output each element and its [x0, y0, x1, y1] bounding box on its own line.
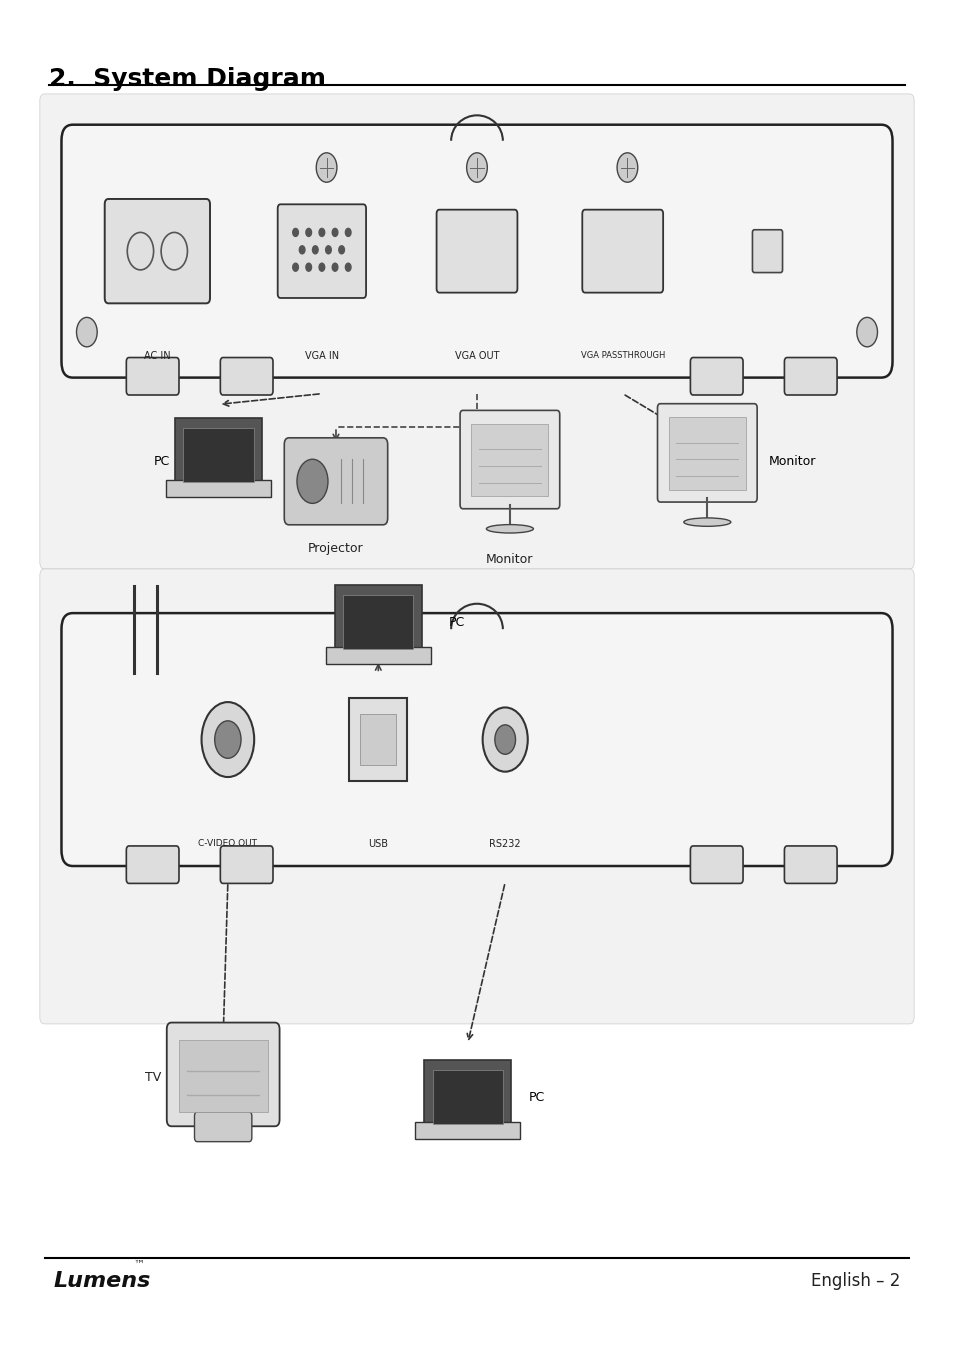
FancyBboxPatch shape: [783, 846, 836, 883]
FancyBboxPatch shape: [277, 204, 366, 297]
Text: TV: TV: [145, 1071, 161, 1084]
FancyBboxPatch shape: [459, 411, 559, 508]
FancyBboxPatch shape: [436, 210, 517, 292]
FancyBboxPatch shape: [690, 846, 742, 883]
FancyBboxPatch shape: [126, 357, 179, 395]
FancyBboxPatch shape: [183, 427, 253, 481]
Ellipse shape: [486, 525, 533, 533]
Text: AC IN: AC IN: [144, 350, 171, 361]
FancyBboxPatch shape: [783, 357, 836, 395]
Text: VGA IN: VGA IN: [305, 350, 338, 361]
Circle shape: [318, 228, 324, 237]
Text: Monitor: Monitor: [486, 553, 533, 566]
FancyBboxPatch shape: [360, 714, 395, 765]
FancyBboxPatch shape: [40, 569, 913, 1023]
FancyBboxPatch shape: [349, 698, 407, 781]
Circle shape: [332, 228, 337, 237]
FancyBboxPatch shape: [752, 230, 781, 273]
Text: PC: PC: [448, 617, 464, 629]
FancyBboxPatch shape: [432, 1069, 502, 1124]
Circle shape: [201, 702, 253, 777]
FancyBboxPatch shape: [668, 418, 745, 489]
Text: ™: ™: [133, 1260, 145, 1270]
Text: C-VIDEO OUT: C-VIDEO OUT: [198, 840, 257, 848]
FancyBboxPatch shape: [471, 425, 548, 496]
Circle shape: [856, 318, 877, 347]
Ellipse shape: [683, 518, 730, 526]
Text: Projector: Projector: [308, 542, 363, 556]
Circle shape: [345, 228, 351, 237]
Text: Lumens: Lumens: [54, 1271, 152, 1291]
FancyBboxPatch shape: [166, 480, 271, 496]
Text: PC: PC: [528, 1091, 544, 1105]
FancyBboxPatch shape: [178, 1040, 267, 1113]
FancyBboxPatch shape: [61, 124, 892, 377]
Text: 2.  System Diagram: 2. System Diagram: [50, 68, 326, 91]
Circle shape: [299, 246, 305, 254]
FancyBboxPatch shape: [690, 357, 742, 395]
FancyBboxPatch shape: [657, 404, 757, 502]
Circle shape: [325, 246, 331, 254]
FancyBboxPatch shape: [105, 199, 210, 303]
Circle shape: [293, 228, 298, 237]
Circle shape: [293, 264, 298, 272]
Circle shape: [306, 264, 312, 272]
FancyBboxPatch shape: [343, 595, 413, 649]
Circle shape: [296, 460, 328, 503]
Circle shape: [315, 153, 336, 183]
Circle shape: [76, 318, 97, 347]
Circle shape: [313, 246, 317, 254]
Circle shape: [466, 153, 487, 183]
Circle shape: [617, 153, 638, 183]
FancyBboxPatch shape: [424, 1060, 510, 1132]
Text: USB: USB: [368, 840, 388, 849]
FancyBboxPatch shape: [126, 846, 179, 883]
Text: Monitor: Monitor: [767, 456, 815, 468]
FancyBboxPatch shape: [220, 846, 273, 883]
Text: VGA OUT: VGA OUT: [455, 350, 498, 361]
Circle shape: [318, 264, 324, 272]
FancyBboxPatch shape: [415, 1122, 519, 1138]
FancyBboxPatch shape: [220, 357, 273, 395]
FancyBboxPatch shape: [61, 612, 892, 867]
FancyBboxPatch shape: [325, 648, 431, 664]
Circle shape: [214, 721, 241, 758]
FancyBboxPatch shape: [175, 418, 261, 488]
FancyBboxPatch shape: [581, 210, 662, 292]
FancyBboxPatch shape: [284, 438, 387, 525]
FancyBboxPatch shape: [335, 585, 421, 656]
Circle shape: [495, 725, 515, 754]
Circle shape: [482, 707, 527, 772]
Text: English – 2: English – 2: [810, 1272, 899, 1290]
Text: PC: PC: [153, 456, 170, 468]
Circle shape: [338, 246, 344, 254]
Text: RS232: RS232: [489, 840, 520, 849]
FancyBboxPatch shape: [167, 1022, 279, 1126]
FancyBboxPatch shape: [194, 1111, 252, 1141]
Circle shape: [345, 264, 351, 272]
Circle shape: [306, 228, 312, 237]
Text: VGA PASSTHROUGH: VGA PASSTHROUGH: [580, 350, 664, 360]
FancyBboxPatch shape: [40, 93, 913, 569]
Circle shape: [332, 264, 337, 272]
